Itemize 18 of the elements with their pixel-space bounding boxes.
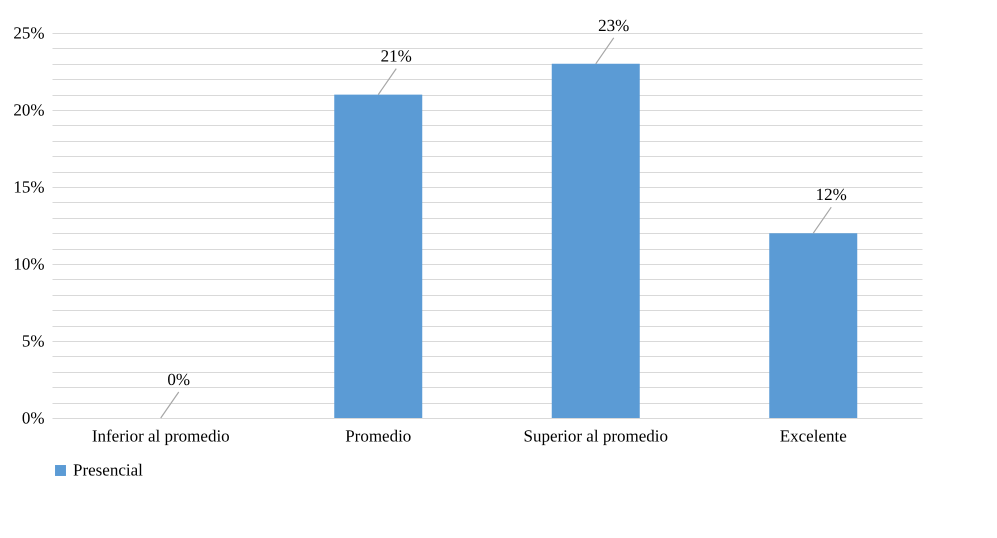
y-tick-label: 15% [13, 178, 44, 196]
text: 21% [380, 46, 412, 66]
y-tick-label: 10% [13, 254, 44, 274]
y-tick-label: 20% [13, 100, 44, 120]
text: 23% [598, 16, 630, 35]
x-tick-label: Promedio [345, 426, 412, 446]
bar [552, 64, 640, 418]
y-tick-label: 0% [22, 408, 44, 428]
x-tick-label: Superior al promedio [524, 426, 668, 446]
bar [769, 233, 858, 418]
text: 0% [167, 370, 190, 389]
x-tick-label: Excelente [780, 426, 847, 446]
bar [334, 94, 422, 418]
y-tick-label: 25% [13, 24, 44, 42]
y-tick-label: 5% [22, 332, 44, 350]
x-tick-label: Inferior al promedio [92, 426, 230, 446]
legend-label: Presencial [73, 460, 144, 480]
text: 12% [816, 185, 847, 204]
